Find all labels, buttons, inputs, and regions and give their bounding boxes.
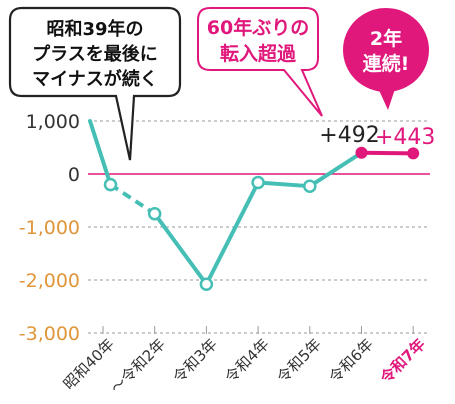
data-point-highlight bbox=[355, 146, 368, 159]
y-tick-label: -1,000 bbox=[19, 217, 80, 239]
point-label-r7: +443 bbox=[375, 125, 435, 150]
data-point bbox=[199, 277, 214, 291]
y-axis: 1,000 0 -1,000 -2,000 -3,000 bbox=[19, 111, 80, 345]
middle-bubble bbox=[197, 7, 323, 117]
x-tick-label: 令和6年 bbox=[326, 335, 377, 386]
left-bubble-text: 昭和39年のプラスを最後にマイナスが続く bbox=[32, 18, 158, 90]
data-series bbox=[88, 119, 420, 291]
left-bubble bbox=[8, 6, 182, 161]
series-line bbox=[153, 151, 363, 287]
point-label-r6: +492 bbox=[319, 123, 379, 148]
x-axis-labels: 昭和40年〜令和2年 令和3年 令和4年 令和5年 令和6年 令和7年 bbox=[60, 335, 429, 397]
data-point bbox=[303, 179, 317, 193]
x-tick-label: 令和4年 bbox=[222, 335, 273, 386]
series-segment-highlight bbox=[361, 150, 414, 156]
y-tick-label: 0 bbox=[68, 164, 80, 186]
x-tick-label: 〜令和2年 bbox=[107, 335, 169, 397]
data-point bbox=[103, 177, 118, 192]
data-point bbox=[147, 207, 162, 221]
middle-bubble-text: 60年ぶりの転入超過 bbox=[207, 16, 309, 65]
x-tick-label: 令和7年 bbox=[377, 335, 429, 387]
x-tick-label: 令和5年 bbox=[274, 335, 325, 386]
right-badge-tail bbox=[378, 86, 396, 110]
grid-lines bbox=[88, 120, 430, 334]
y-tick-label: 1,000 bbox=[26, 111, 80, 133]
y-tick-label: -2,000 bbox=[19, 270, 80, 292]
right-badge-text: 2年連続! bbox=[363, 27, 410, 75]
data-point bbox=[251, 175, 265, 190]
annotations: +492+443 昭和39年のプラスを最後にマイナスが続く 60年ぶりの転入超過 2年… bbox=[8, 6, 435, 161]
y-tick-label: -3,000 bbox=[19, 323, 80, 345]
data-point-highlight bbox=[407, 147, 420, 160]
series-segment-dashed bbox=[109, 182, 156, 216]
right-badge bbox=[343, 8, 429, 92]
series-segment bbox=[88, 119, 113, 187]
x-tick-label: 令和3年 bbox=[170, 335, 221, 386]
